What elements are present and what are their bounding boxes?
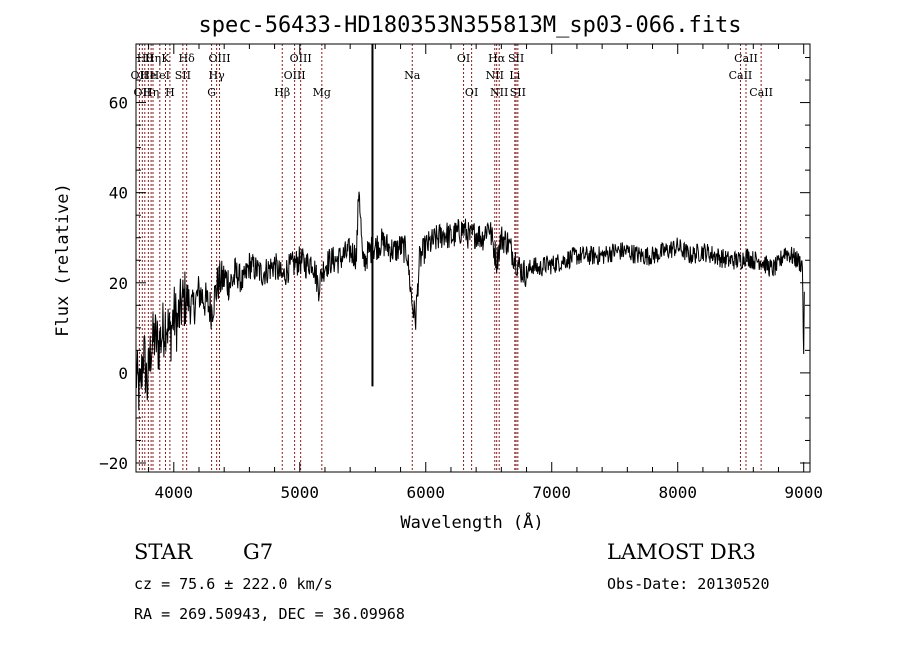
marker-label-3: He: [140, 69, 156, 82]
spectrum-series: [135, 44, 805, 411]
marker-label-28: CaII: [734, 52, 758, 65]
redshift-line: cz = 75.6 ± 222.0 km/s: [134, 575, 333, 593]
x-tick-label-1: 5000: [281, 483, 320, 502]
marker-label-9: SII: [175, 69, 191, 82]
y-tick-label-4: 60: [109, 94, 128, 113]
object-class: STAR: [134, 540, 193, 564]
marker-label-8: H: [165, 86, 175, 99]
marker-label-7: K: [161, 52, 170, 65]
y-tick-label-1: 0: [118, 364, 128, 383]
marker-label-6: HeI: [150, 69, 170, 82]
spectrum-line: [135, 191, 805, 411]
marker-label-10: Hδ: [179, 52, 196, 65]
marker-label-5: Hη: [145, 52, 161, 65]
marker-label-4: Hη: [143, 86, 159, 99]
marker-label-22: Hα: [488, 52, 506, 65]
marker-label-12: Hγ: [209, 69, 226, 82]
x-axis-label: Wavelength (Å): [400, 511, 543, 533]
marker-label-15: OIII: [284, 69, 306, 82]
y-axis-label: Flux (relative): [53, 183, 73, 337]
marker-label-24: Li: [509, 69, 520, 82]
marker-label-29: CaII: [749, 86, 773, 99]
marker-label-17: Mg: [313, 86, 331, 99]
marker-label-19: OI: [457, 52, 470, 65]
marker-label-26: SII: [510, 86, 526, 99]
x-tick-label-3: 7000: [532, 483, 571, 502]
survey-name: LAMOST DR3: [607, 540, 756, 564]
plot-axes: 4000 5000 6000 7000 8000 9000 −20 0 20 40 60: [99, 43, 823, 502]
spectral-line-labels: OIIOIIHθHeHηHηHeIKHSIIHδGHγOIIIHβOIIIOII…: [131, 52, 773, 99]
y-tick-label-3: 40: [109, 184, 128, 203]
marker-label-0: OII: [131, 69, 149, 82]
x-tick-label-0: 4000: [155, 483, 194, 502]
marker-label-21: NII: [486, 69, 504, 82]
y-tick-label-2: 20: [109, 274, 128, 293]
spectral-line-markers: [138, 44, 762, 472]
y-tick-label-0: −20: [99, 454, 128, 473]
chart-title: spec-56433-HD180353N355813M_sp03-066.fit…: [198, 13, 741, 38]
marker-label-18: Na: [404, 69, 421, 82]
marker-label-27: CaII: [729, 69, 753, 82]
plot-frame: [135, 43, 811, 473]
marker-label-11: G: [207, 86, 216, 99]
x-tick-label-5: 9000: [784, 483, 823, 502]
marker-label-20: OI: [465, 86, 478, 99]
object-subclass: G7: [243, 540, 273, 564]
marker-label-23: NII: [490, 86, 508, 99]
marker-label-16: OIII: [290, 52, 312, 65]
coordinates-line: RA = 269.50943, DEC = 36.09968: [134, 605, 405, 623]
x-tick-label-4: 8000: [658, 483, 697, 502]
marker-label-14: Hβ: [274, 86, 290, 99]
marker-label-25: SII: [508, 52, 524, 65]
x-tick-label-2: 6000: [406, 483, 445, 502]
obs-date: Obs-Date: 20130520: [607, 575, 770, 593]
marker-label-13: OIII: [208, 52, 230, 65]
marker-label-1: OII: [133, 86, 151, 99]
marker-label-2: Hθ: [137, 52, 154, 65]
